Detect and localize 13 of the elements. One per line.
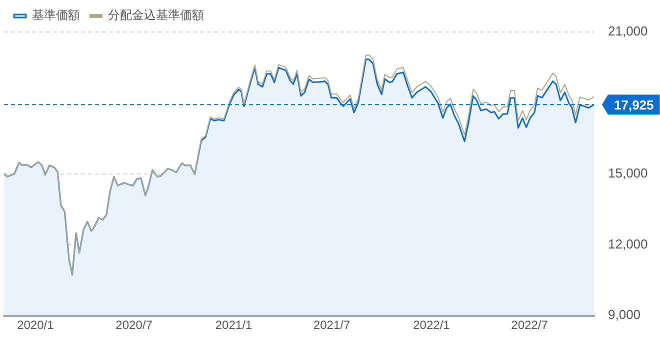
y-tick-label: 9,000 [608, 307, 641, 322]
legend-label: 基準価額 [32, 8, 80, 22]
x-tick-label: 2021/1 [215, 318, 252, 332]
x-tick-label: 2020/1 [17, 318, 54, 332]
y-tick-label: 12,000 [608, 236, 648, 252]
y-tick-label: 21,000 [608, 24, 648, 39]
legend-label: 分配金込基準価額 [108, 8, 204, 22]
x-tick-label: 2021/7 [313, 318, 350, 332]
x-tick-label: 2022/1 [413, 318, 450, 332]
x-tick-label: 2020/7 [116, 318, 153, 332]
x-tick-label: 2022/7 [511, 318, 548, 332]
ref-line-label: 17,925 [614, 97, 654, 112]
y-tick-label: 15,000 [608, 165, 648, 180]
